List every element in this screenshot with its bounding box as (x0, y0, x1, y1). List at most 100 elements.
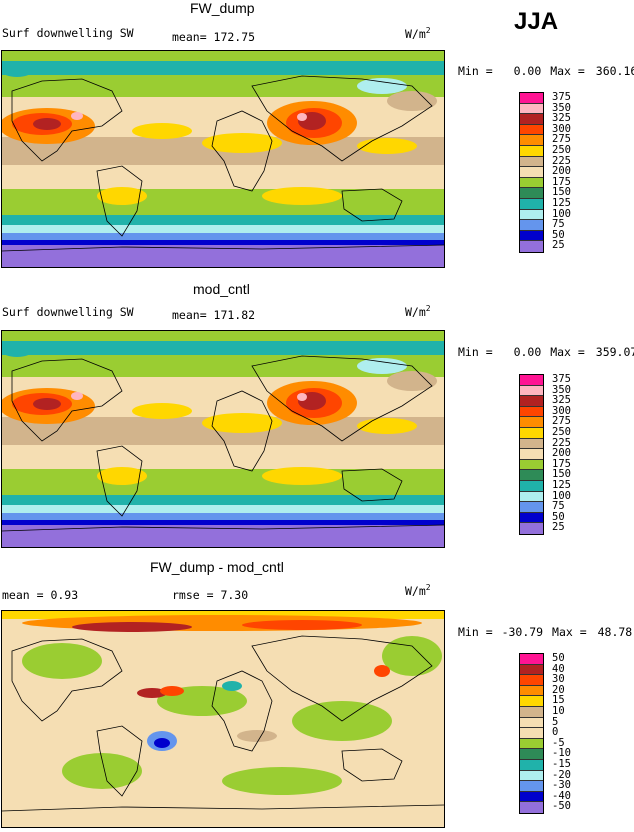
field-region (2, 245, 444, 267)
field-region (2, 341, 444, 355)
field-contour (222, 681, 242, 691)
colorbar-tick-label: 100 (552, 207, 571, 220)
colorbar-tick-label: 175 (552, 175, 571, 188)
field-contour (33, 118, 61, 130)
colorbar-swatch (520, 728, 543, 739)
mean-label: mean = 0.93 (2, 588, 79, 602)
colorbar-tick-label: -50 (552, 800, 571, 813)
field-region (2, 505, 444, 513)
colorbar-swatch (520, 512, 543, 524)
colorbar-swatch (520, 449, 543, 460)
coastline (11, 78, 123, 162)
colorbar-swatch (520, 427, 543, 439)
colorbar-tick-label: 250 (552, 426, 571, 438)
coastline (11, 358, 123, 442)
coastline (11, 638, 123, 722)
colorbar-swatch (520, 738, 543, 750)
colorbar-swatch (520, 717, 543, 729)
field-contour (202, 413, 282, 433)
max-label: Max = (550, 64, 585, 78)
field-region (2, 61, 444, 75)
colorbar-tick-label: 150 (552, 186, 571, 199)
mean-label: mean= 171.82 (172, 308, 256, 322)
min-label: Min = (458, 345, 493, 359)
max-value: 48.78 (597, 625, 633, 639)
colorbar-swatch (520, 145, 543, 157)
colorbar-tick-label: 200 (552, 447, 571, 460)
field-contour (387, 371, 437, 391)
map-plot (1, 50, 445, 268)
colorbar (519, 653, 544, 814)
max-label: Max = (550, 345, 585, 359)
min-max-readout: Min = 0.00 Max = 359.07 (458, 345, 634, 359)
colorbar-tick-label: 275 (552, 133, 571, 146)
max-label: Max = (552, 625, 587, 639)
coastline (251, 75, 433, 162)
colorbar-tick-label: 50 (552, 228, 565, 241)
field-contour (222, 767, 342, 795)
panel-title: FW_dump (190, 0, 255, 16)
field-contour (374, 665, 390, 677)
colorbar-tick-label: 25 (552, 521, 565, 534)
colorbar-tick-label: 150 (552, 468, 571, 481)
coastline (2, 524, 444, 532)
field-region (2, 51, 444, 61)
colorbar-tick-label: 225 (552, 154, 571, 167)
min-label: Min = (458, 64, 493, 78)
field-region (2, 520, 444, 525)
field-contour (382, 636, 442, 676)
field-region (2, 189, 444, 215)
colorbar-swatch (520, 188, 543, 199)
field-contour (242, 620, 362, 630)
field-contour (154, 738, 170, 748)
colorbar-tick-label: -30 (552, 779, 571, 792)
colorbar-swatch (520, 209, 543, 221)
colorbar-tick-label: 175 (552, 457, 571, 470)
colorbar-tick-label: 375 (552, 91, 571, 103)
colorbar-swatch (520, 135, 543, 146)
colorbar-swatch (520, 230, 543, 242)
colorbar-swatch (520, 802, 543, 813)
min-max-readout: Min = 0.00 Max = 360.16 (458, 64, 634, 78)
coastline (2, 804, 444, 812)
panel-title: mod_cntl (193, 281, 250, 297)
colorbar-swatch (520, 480, 543, 492)
colorbar-swatch (520, 241, 543, 252)
colorbar-tick-label: 200 (552, 165, 571, 178)
field-contour (357, 418, 417, 434)
max-value: 360.16 (595, 64, 634, 78)
colorbar-tick-label: 250 (552, 144, 571, 156)
colorbar-tick-label: 100 (552, 489, 571, 502)
field-contour (160, 686, 184, 696)
colorbar-swatch (520, 502, 543, 513)
field-contour (137, 688, 167, 698)
coastline (211, 390, 273, 472)
colorbar-tick-label: 30 (552, 673, 565, 686)
field-contour (357, 138, 417, 154)
min-max-readout: Min = -30.79 Max = 48.78 (458, 625, 632, 639)
colorbar-tick-label: 50 (552, 652, 565, 664)
coastline (341, 468, 403, 502)
colorbar-swatch (520, 696, 543, 707)
min-value: 0.00 (513, 64, 542, 78)
field-contour (33, 398, 61, 410)
colorbar-swatch (520, 470, 543, 481)
colorbar-tick-label: 225 (552, 436, 571, 449)
field-region (2, 513, 444, 520)
field-region (2, 445, 444, 469)
field-contour (2, 345, 32, 357)
coastline (96, 445, 143, 517)
colorbar (519, 374, 544, 535)
field-region (2, 165, 444, 189)
variable-label: Surf downwelling SW (2, 26, 134, 40)
colorbar-swatch (520, 781, 543, 792)
colorbar-tick-label: 75 (552, 218, 565, 231)
coastline (251, 635, 433, 722)
field-contour (72, 622, 192, 632)
coastline (2, 244, 444, 252)
min-label: Min = (458, 625, 493, 639)
field-region (2, 495, 444, 505)
colorbar-tick-label: 325 (552, 394, 571, 407)
min-value: 0.00 (513, 345, 542, 359)
colorbar-swatch (520, 93, 543, 104)
